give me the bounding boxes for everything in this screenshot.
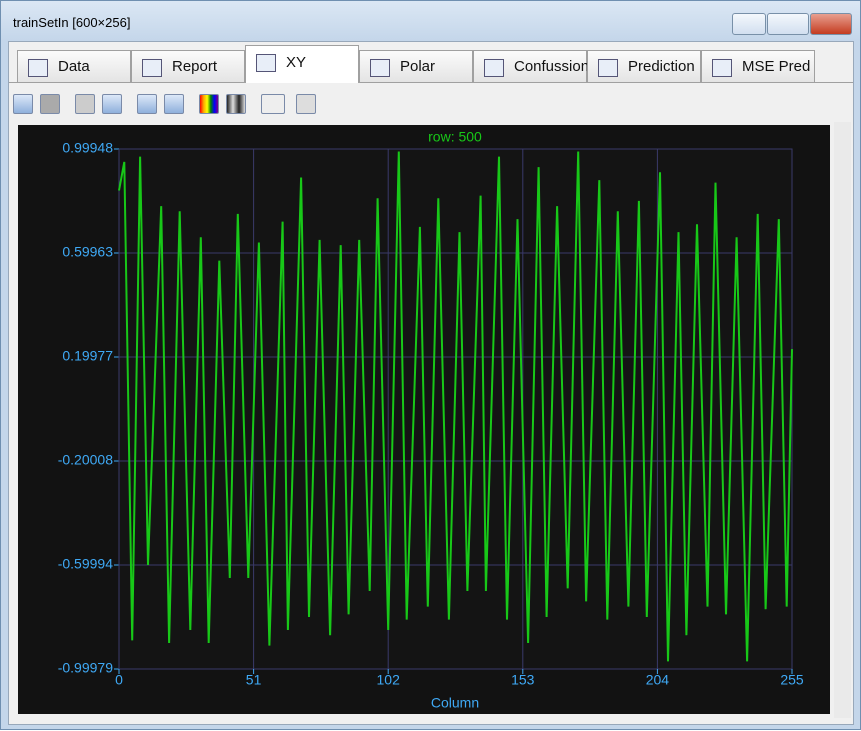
x-tick-label: 204 [646, 672, 670, 688]
tab-icon [256, 54, 276, 72]
tab-icon [712, 59, 732, 77]
x-tick-label: 255 [780, 672, 804, 688]
maximize-button[interactable] [767, 13, 809, 35]
tool-rows[interactable] [137, 94, 157, 114]
tab[interactable]: Prediction [587, 50, 701, 82]
tab-icon [484, 59, 504, 77]
y-tick-label: -0.20008 [58, 452, 113, 468]
tab[interactable]: Report [131, 50, 245, 82]
tab-label: XY [286, 54, 307, 71]
tool-log[interactable] [261, 94, 285, 114]
minimize-button[interactable] [732, 13, 766, 35]
tab-label: Data [58, 58, 90, 75]
x-axis-label: Column [431, 695, 479, 711]
tab-icon [598, 59, 618, 77]
tool-save[interactable] [13, 94, 33, 114]
tab[interactable]: Data [17, 50, 131, 82]
tab-label: Polar [400, 58, 436, 75]
tool-copy[interactable] [75, 94, 95, 114]
tab[interactable]: Polar [359, 50, 473, 82]
tool-color[interactable] [199, 94, 219, 114]
tab-icon [142, 59, 162, 77]
x-tick-label: 153 [511, 672, 535, 688]
window-title: trainSetIn [600×256] [13, 15, 131, 30]
tool-cols[interactable] [164, 94, 184, 114]
tool-print[interactable] [296, 94, 316, 114]
x-tick-label: 0 [115, 672, 123, 688]
tab[interactable]: XY [245, 45, 359, 83]
tab[interactable]: MSE Pred [701, 50, 815, 82]
close-button[interactable] [810, 13, 852, 35]
x-tick-label: 51 [246, 672, 262, 688]
tab-label: Report [172, 58, 218, 75]
tab-icon [28, 59, 48, 77]
y-tick-label: 0.19977 [62, 348, 113, 364]
scrollbar[interactable] [834, 122, 851, 718]
y-tick-label: -0.99979 [58, 660, 113, 676]
tab-line [9, 82, 853, 83]
tab[interactable]: Confussion [473, 50, 590, 82]
chart-title: row: 500 [428, 129, 482, 145]
x-tick-label: 102 [377, 672, 401, 688]
tool-clear[interactable] [40, 94, 60, 114]
tab-icon [370, 59, 390, 77]
tab-label: Confussion [514, 58, 590, 75]
tool-image[interactable] [102, 94, 122, 114]
tab-label: Prediction [628, 58, 695, 75]
y-tick-label: 0.99948 [62, 140, 113, 156]
tab-label: MSE Pred [742, 58, 811, 75]
tool-gray[interactable] [226, 94, 246, 114]
data-line [118, 151, 793, 662]
y-tick-label: 0.59963 [62, 244, 113, 260]
y-tick-label: -0.59994 [58, 556, 113, 572]
